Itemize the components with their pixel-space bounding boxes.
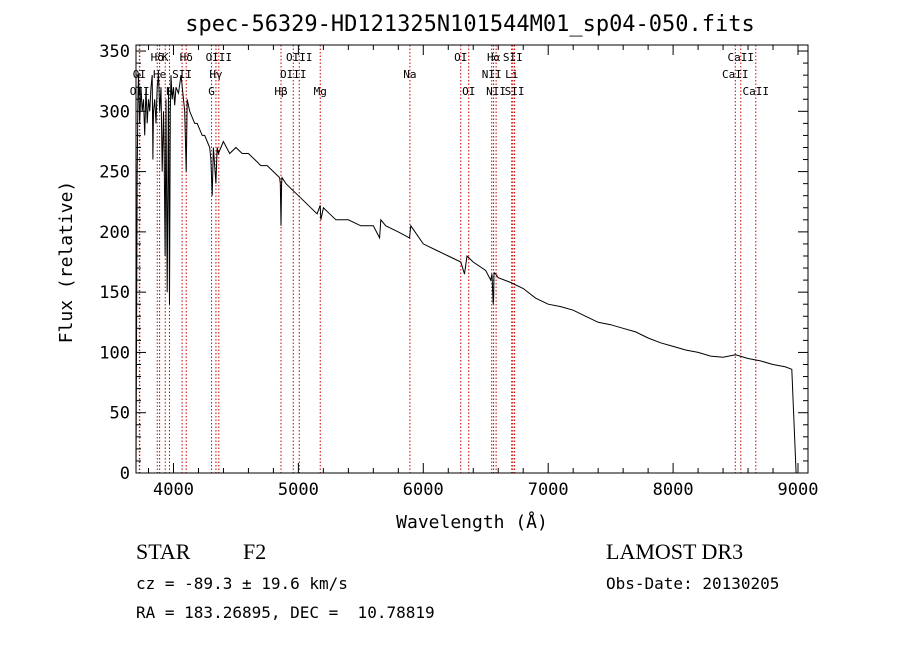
- reference-label: G: [208, 85, 215, 98]
- reference-label: CaII: [728, 51, 755, 64]
- reference-label: NII: [482, 68, 502, 81]
- x-tick-label: 8000: [653, 480, 694, 500]
- x-tick-label: 6000: [403, 480, 444, 500]
- redshift-value: cz = -89.3 ± 19.6 km/s: [136, 574, 348, 593]
- x-tick-label: 5000: [278, 480, 319, 500]
- reference-label: He: [153, 68, 166, 81]
- y-axis: 0 50 100 150 200 250 300 350: [99, 42, 808, 484]
- chart-title: spec-56329-HD121325N101544M01_sp04-050.f…: [185, 12, 755, 37]
- reference-label: OI: [462, 85, 475, 98]
- survey-name: LAMOST DR3: [606, 539, 744, 564]
- object-class: STAR: [136, 539, 191, 564]
- reference-label: OII: [130, 85, 150, 98]
- reference-label: Na: [403, 68, 416, 81]
- coordinates: RA = 183.26895, DEC = 10.78819: [136, 603, 435, 622]
- x-tick-label: 7000: [528, 480, 569, 500]
- reference-label: NII: [486, 85, 506, 98]
- reference-label: Hδ: [151, 51, 164, 64]
- x-axis: 4000 5000 6000 7000 8000 9000: [147, 45, 819, 500]
- y-tick-label: 150: [99, 283, 130, 303]
- reference-label: Hβ: [274, 85, 288, 98]
- x-tick-label: 9000: [778, 480, 819, 500]
- y-tick-label: 350: [99, 42, 130, 62]
- plot-frame: [135, 44, 809, 474]
- y-tick-label: 100: [99, 343, 130, 363]
- y-tick-label: 300: [99, 102, 130, 122]
- reference-label: OIII: [206, 51, 233, 64]
- reference-label: OI: [454, 51, 467, 64]
- reference-label: OI: [133, 68, 146, 81]
- reference-label: H: [166, 85, 173, 98]
- flux-series-line: [135, 75, 798, 474]
- reference-label: SII: [505, 85, 525, 98]
- x-axis-label: Wavelength (Å): [396, 511, 548, 533]
- y-axis-label: Flux (relative): [56, 181, 77, 344]
- reference-label: Li: [505, 68, 518, 81]
- x-tick-label: 4000: [153, 480, 194, 500]
- reference-label: Hδ: [180, 51, 193, 64]
- reference-label: CaII: [722, 68, 749, 81]
- reference-label: Hγ: [209, 68, 223, 81]
- y-tick-label: 250: [99, 163, 130, 183]
- reference-label: Hα: [487, 51, 501, 64]
- reference-label: SII: [503, 51, 523, 64]
- reference-label: Mg: [314, 85, 327, 98]
- reference-label: OIII: [280, 68, 307, 81]
- y-tick-label: 50: [110, 404, 130, 424]
- reference-label: K: [162, 51, 169, 64]
- reference-label: CaII: [743, 85, 770, 98]
- reference-label: SII: [172, 68, 192, 81]
- observation-date: Obs-Date: 20130205: [606, 574, 780, 593]
- reference-label: OIII: [286, 51, 313, 64]
- object-subclass: F2: [243, 539, 267, 564]
- reference-lines: [138, 45, 757, 473]
- y-tick-label: 200: [99, 223, 130, 243]
- y-tick-label: 0: [120, 464, 130, 484]
